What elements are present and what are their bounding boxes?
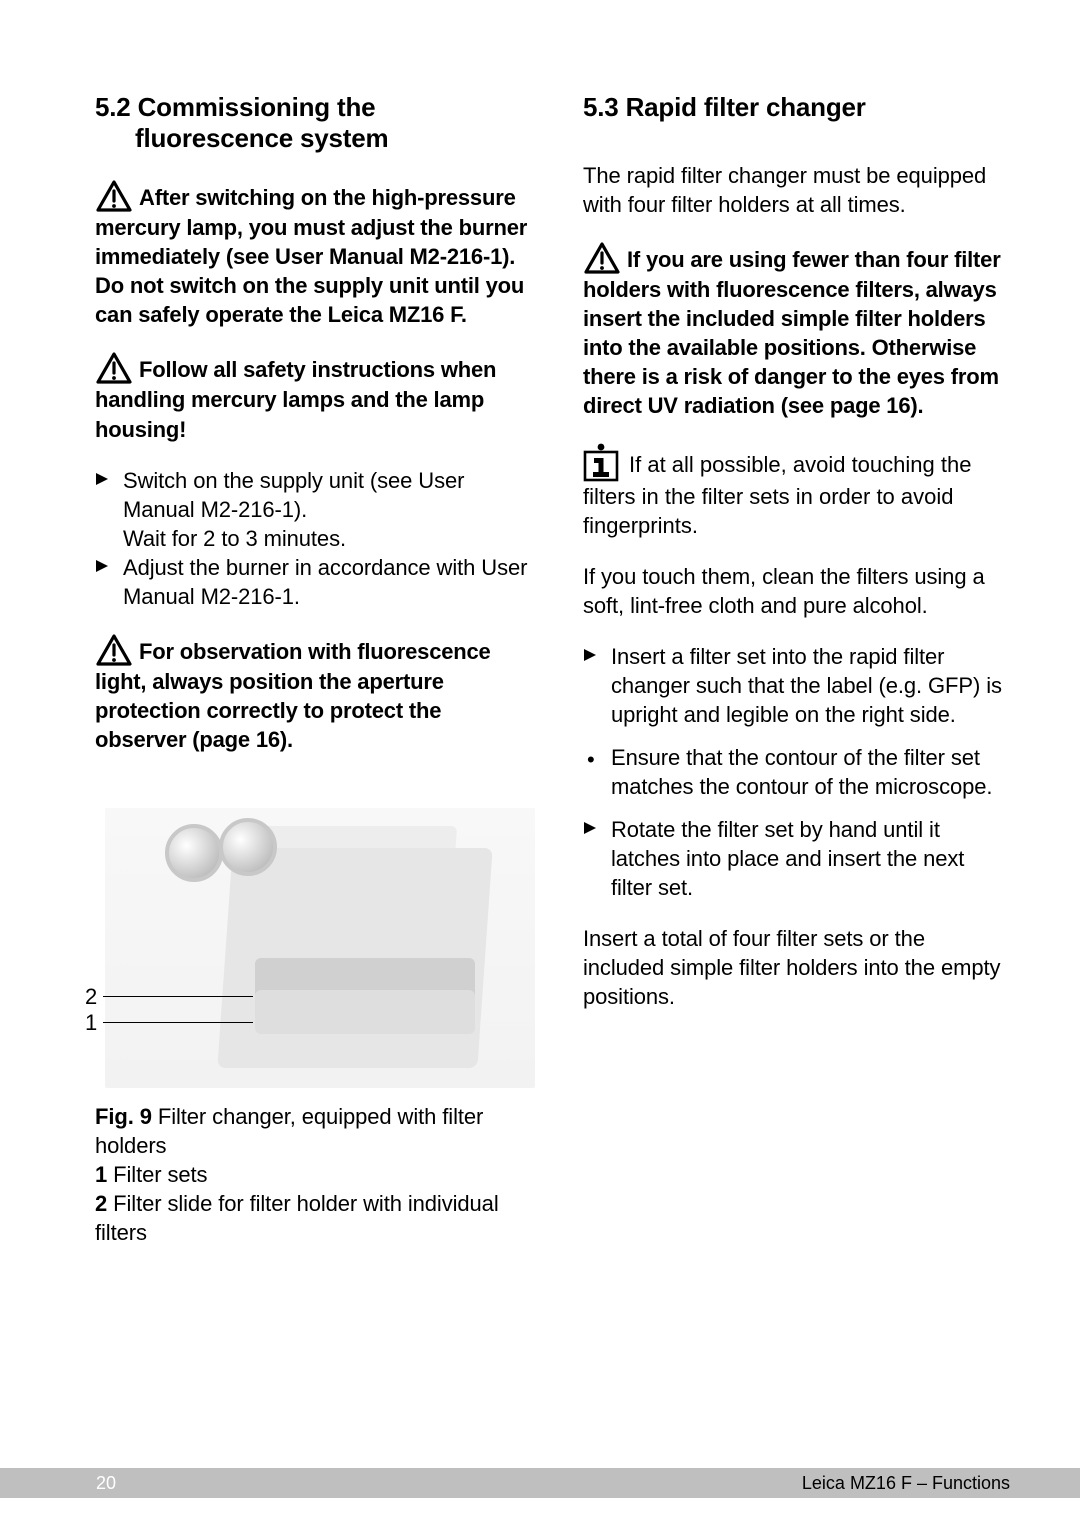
step-item: • Ensure that the contour of the filter … bbox=[583, 743, 1010, 801]
legend-text: Filter slide for filter holder with indi… bbox=[95, 1191, 499, 1245]
step-triangle-icon bbox=[95, 472, 109, 486]
figure-9: 2 1 Fig. 9 Filter changer, equipped with… bbox=[95, 808, 535, 1247]
step-item: Adjust the burner in accordance with Use… bbox=[95, 553, 535, 611]
step-text: Ensure that the contour of the filter se… bbox=[611, 745, 992, 799]
warning-3-text: For observation with fluorescence light,… bbox=[95, 639, 491, 752]
warning-block-2: Follow all safety instructions when hand… bbox=[95, 351, 535, 443]
step-triangle-icon bbox=[95, 559, 109, 573]
bullet-icon: • bbox=[587, 745, 595, 774]
step-item: Insert a filter set into the rapid filte… bbox=[583, 642, 1010, 729]
figure-caption: Fig. 9 Filter changer, equipped with fil… bbox=[95, 1102, 535, 1247]
paragraph-clean: If you touch them, clean the filters usi… bbox=[583, 562, 1010, 620]
step-text: Insert a filter set into the rapid filte… bbox=[611, 644, 1002, 727]
info-icon bbox=[583, 442, 619, 482]
callout-leader-line bbox=[103, 1022, 253, 1024]
figure-caption-text: Filter changer, equipped with filter hol… bbox=[95, 1104, 483, 1158]
warning-icon bbox=[95, 633, 133, 667]
right-step-list: Insert a filter set into the rapid filte… bbox=[583, 642, 1010, 902]
page-footer: 20 Leica MZ16 F – Functions bbox=[0, 1468, 1080, 1498]
warning-block-1: After switching on the high-pressure mer… bbox=[95, 179, 535, 329]
section-heading-5-3: 5.3 Rapid filter changer bbox=[583, 92, 1010, 123]
two-column-layout: 5.2 Commissioning the fluorescence syste… bbox=[95, 92, 1010, 1247]
warning-icon bbox=[583, 241, 621, 275]
warning-1-text: After switching on the high-pressure mer… bbox=[95, 185, 527, 327]
warning-2-text: Follow all safety instructions when hand… bbox=[95, 357, 496, 441]
info-1-text: If at all possible, avoid touching the f… bbox=[583, 452, 971, 538]
page: 5.2 Commissioning the fluorescence syste… bbox=[0, 0, 1080, 1532]
step-triangle-icon bbox=[583, 648, 597, 662]
left-step-list: Switch on the supply unit (see User Manu… bbox=[95, 466, 535, 611]
outro-paragraph: Insert a total of four filter sets or th… bbox=[583, 924, 1010, 1011]
page-number: 20 bbox=[96, 1473, 116, 1494]
legend-num: 2 bbox=[95, 1191, 107, 1216]
step-text: Rotate the filter set by hand until it l… bbox=[611, 817, 964, 900]
warning-block-3: For observation with fluorescence light,… bbox=[95, 633, 535, 754]
warning-icon bbox=[95, 351, 133, 385]
step-item: Rotate the filter set by hand until it l… bbox=[583, 815, 1010, 902]
footer-text: Leica MZ16 F – Functions bbox=[802, 1473, 1010, 1494]
callout-number: 2 bbox=[85, 984, 97, 1010]
warning-block-right-1: If you are using fewer than four filter … bbox=[583, 241, 1010, 420]
callout-number: 1 bbox=[85, 1010, 97, 1036]
left-column: 5.2 Commissioning the fluorescence syste… bbox=[95, 92, 535, 1247]
figure-caption-lead: Fig. 9 bbox=[95, 1104, 152, 1129]
step-text: Wait for 2 to 3 minutes. bbox=[123, 524, 535, 553]
warning-icon bbox=[95, 179, 133, 213]
step-text: Adjust the burner in accordance with Use… bbox=[123, 555, 527, 609]
intro-paragraph: The rapid filter changer must be equippe… bbox=[583, 161, 1010, 219]
callout-leader-line bbox=[103, 996, 253, 998]
step-text: Switch on the supply unit (see User Manu… bbox=[123, 468, 464, 522]
step-triangle-icon bbox=[583, 821, 597, 835]
right-column: 5.3 Rapid filter changer The rapid filte… bbox=[583, 92, 1010, 1247]
section-heading-5-2: 5.2 Commissioning the fluorescence syste… bbox=[95, 92, 535, 153]
legend-text: Filter sets bbox=[107, 1162, 207, 1187]
warning-right-1-text: If you are using fewer than four filter … bbox=[583, 247, 1001, 418]
step-item: Switch on the supply unit (see User Manu… bbox=[95, 466, 535, 553]
figure-image-placeholder bbox=[105, 808, 535, 1088]
info-block-1: If at all possible, avoid touching the f… bbox=[583, 442, 1010, 540]
legend-num: 1 bbox=[95, 1162, 107, 1187]
